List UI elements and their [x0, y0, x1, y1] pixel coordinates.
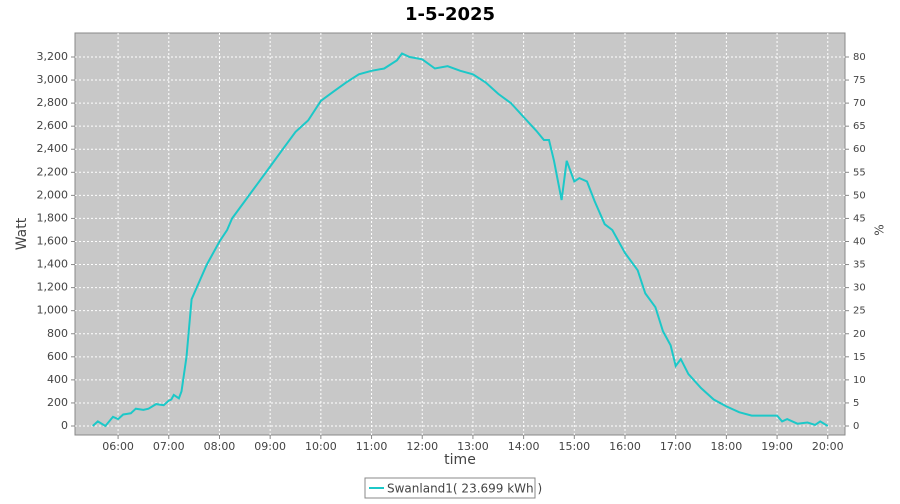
- y-tick-label: 400: [47, 373, 68, 386]
- x-tick-label: 08:00: [204, 440, 236, 453]
- y2-tick-label: 60: [853, 144, 866, 155]
- y-tick-label: 2,000: [37, 188, 69, 201]
- y-tick-label: 1,200: [37, 281, 69, 294]
- y2-tick-label: 30: [853, 283, 866, 294]
- y-tick-label: 2,600: [37, 119, 69, 132]
- y-tick-label: 1,400: [37, 258, 69, 271]
- y2-tick-label: 20: [853, 329, 866, 340]
- y2-tick-label: 15: [853, 352, 866, 363]
- y-tick-label: 3,200: [37, 50, 69, 63]
- data-line: [92, 52, 829, 428]
- x-tick-label: 14:00: [508, 440, 540, 453]
- y-tick-label: 1,800: [37, 211, 69, 224]
- y-tick-label: 0: [61, 419, 68, 432]
- y2-tick-label: 75: [853, 75, 866, 86]
- y2-tick-label: 50: [853, 190, 866, 201]
- y-tick-label: 2,400: [37, 142, 69, 155]
- x-tick-label: 15:00: [558, 440, 590, 453]
- y2-tick-label: 80: [853, 52, 866, 63]
- x-tick-label: 19:00: [761, 440, 793, 453]
- y-tick-label: 2,800: [37, 96, 69, 109]
- y2-tick-label: 0: [853, 421, 859, 432]
- y-tick-label: 600: [47, 350, 68, 363]
- legend-label: Swanland1( 23.699 kWh ): [387, 482, 542, 496]
- x-tick-label: 06:00: [102, 440, 134, 453]
- legend-box: [364, 477, 536, 499]
- x-tick-label: 07:00: [153, 440, 185, 453]
- x-tick-label: 11:00: [356, 440, 388, 453]
- x-tick-label: 17:00: [660, 440, 692, 453]
- y2-tick-label: 55: [853, 167, 866, 178]
- x-tick-label: 12:00: [406, 440, 438, 453]
- legend: Swanland1( 23.699 kWh ): [364, 477, 542, 499]
- y2-tick-label: 65: [853, 121, 866, 132]
- x-axis-label: time: [444, 452, 476, 468]
- x-tick-label: 13:00: [457, 440, 489, 453]
- x-tick-label: 09:00: [254, 440, 286, 453]
- y-tick-label: 800: [47, 327, 68, 340]
- y2-tick-label: 45: [853, 213, 866, 224]
- y2-tick-label: 5: [853, 398, 859, 409]
- y-tick-label: 2,200: [37, 165, 69, 178]
- y-tick-label: 1,600: [37, 234, 69, 247]
- y2-tick-label: 25: [853, 306, 866, 317]
- y-tick-label: 3,000: [37, 73, 69, 86]
- chart-title: 1-5-2025: [405, 4, 495, 25]
- x-tick-label: 10:00: [305, 440, 337, 453]
- y-tick-label: 200: [47, 396, 68, 409]
- x-tick-label: 16:00: [609, 440, 641, 453]
- y-axis-label: Watt: [14, 217, 30, 250]
- y-tick-label: 1,000: [37, 304, 69, 317]
- y2-tick-label: 70: [853, 98, 866, 109]
- x-tick-label: 20:00: [812, 440, 844, 453]
- y2-tick-label: 40: [853, 236, 866, 247]
- x-tick-label: 18:00: [711, 440, 743, 453]
- y2-axis-label: %: [873, 224, 887, 235]
- plot-area: [74, 32, 846, 436]
- y2-tick-label: 35: [853, 260, 866, 271]
- y2-tick-label: 10: [853, 375, 866, 386]
